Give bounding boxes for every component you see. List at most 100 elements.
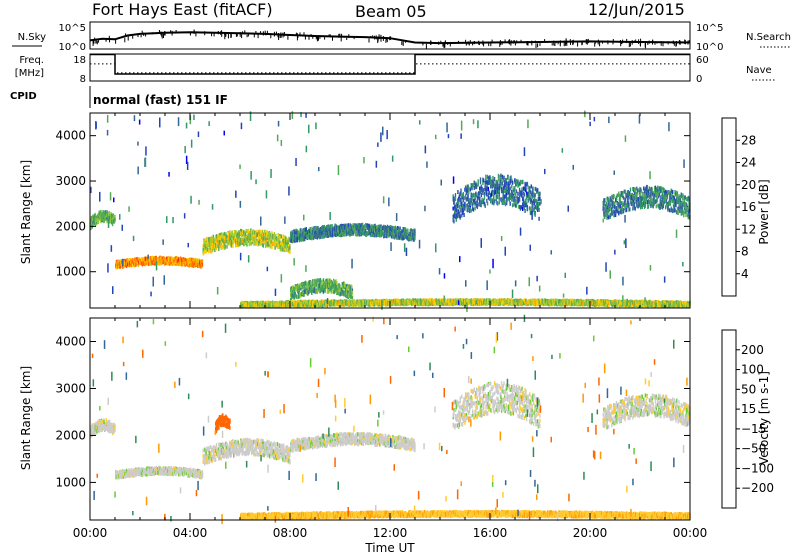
noise-sample [572,40,574,46]
range-time-cell [504,202,507,207]
noise-sample [282,32,284,35]
range-time-cell [614,201,616,206]
noise-sample [672,40,674,44]
range-time-cell [254,302,256,307]
range-time-cell [465,185,467,190]
noise-sample [332,35,333,41]
range-time-cell [308,233,310,238]
range-time-cell [251,238,254,243]
range-time-cell [243,302,246,307]
range-time-cell [183,257,185,262]
range-time-cell [371,228,373,233]
range-time-cell [192,257,194,262]
range-time-cell [369,226,372,231]
range-time-cell [203,240,205,245]
range-time-cell [262,232,265,237]
range-time-cell [320,227,322,232]
range-time-cell [628,207,630,212]
range-time-cell [404,234,407,238]
range-time-cell [647,194,649,198]
range-time-cell [647,204,650,209]
range-time-cell [640,195,642,200]
range-time-cell [368,227,370,232]
range-time-cell [460,191,462,196]
range-time-cell [655,199,657,204]
range-time-cell [340,225,343,230]
range-time-cell [505,186,507,191]
range-time-cell [204,249,206,254]
range-time-cell [317,288,319,293]
range-time-cell [386,234,388,239]
range-time-cell [525,191,528,196]
range-time-cell [622,208,625,213]
range-time-cell [293,295,296,300]
range-time-cell [281,240,283,245]
range-time-cell [462,197,465,202]
range-time-cell [347,290,350,295]
range-time-cell [92,217,94,222]
range-time-cell [349,293,351,298]
range-time-cell [654,193,657,198]
range-time-cell [522,191,525,196]
range-time-cell [511,203,514,208]
range-time-cell [221,244,223,249]
range-time-cell [468,201,471,206]
range-time-cell [606,213,608,218]
range-time-cell [636,195,638,200]
range-time-cell [332,281,334,286]
range-time-cell [257,242,259,247]
range-time-cell [688,196,690,201]
range-time-cell [659,201,661,206]
range-time-cell [474,193,476,197]
range-time-cell [497,189,499,194]
range-time-cell [230,233,232,238]
range-time-cell [491,200,493,205]
range-time-cell [329,278,331,283]
range-time-cell [249,234,251,239]
range-time-cell [472,183,474,188]
range-time-cell [228,232,230,237]
range-time-cell [240,233,243,238]
noise-sample [531,40,533,46]
range-time-cell [632,197,634,202]
range-time-cell [204,240,206,245]
range-time-cell [235,233,237,238]
range-time-cell [530,184,532,189]
range-time-cell [136,258,139,263]
range-time-cell [501,174,504,179]
range-time-cell [329,286,332,291]
noise-sample [577,42,579,47]
range-time-cell [513,185,515,190]
range-time-cell [457,208,459,213]
range-time-cell [519,206,522,211]
range-time-cell [687,212,690,217]
range-time-cell [662,204,665,209]
range-time-cell [454,212,457,217]
range-time-cell [641,205,643,210]
range-time-cell [257,233,259,238]
range-time-cell [682,196,684,201]
range-time-cell [186,262,188,266]
range-time-cell [511,193,513,198]
range-time-cell [679,198,682,203]
range-time-cell [127,262,129,267]
range-time-cell [478,202,480,207]
range-time-cell [608,200,610,205]
range-time-cell [517,191,519,196]
range-time-cell [654,185,657,190]
range-time-cell [246,237,248,242]
noise-sample [304,35,306,40]
range-time-cell [297,288,300,293]
range-time-cell [340,233,343,238]
range-time-cell [652,197,654,202]
noise-sample [520,39,522,44]
freq-unit-label: [MHz] [15,68,44,79]
range-time-cell [501,200,504,205]
range-time-cell [504,185,506,190]
noise-sample [673,41,675,46]
range-time-cell [612,200,615,205]
range-time-cell [254,241,257,246]
range-time-cell [505,193,507,198]
noise-sample [328,34,330,37]
range-time-cell [271,231,273,236]
